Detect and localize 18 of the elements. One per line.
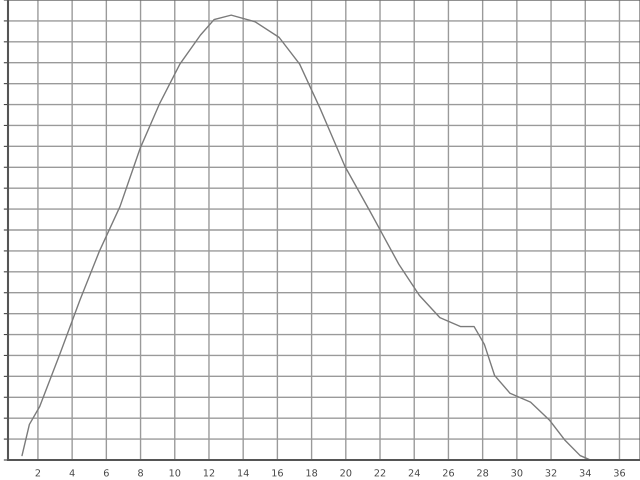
x-tick-label: 6 <box>104 469 109 477</box>
x-tick-label: 10 <box>170 469 180 477</box>
x-tick-label: 30 <box>511 469 522 477</box>
x-tick-label: 16 <box>272 469 283 477</box>
x-tick-label: 32 <box>546 469 556 477</box>
x-tick-label: 2 <box>36 469 40 476</box>
x-tick-label: 18 <box>306 469 318 477</box>
x-tick-label: 8 <box>138 469 143 477</box>
x-tick-label: 4 <box>70 469 75 476</box>
x-tick-label: 26 <box>442 469 454 477</box>
x-tick-label: 34 <box>580 469 591 477</box>
x-tick-label: 22 <box>374 469 386 476</box>
x-tick-label: 24 <box>408 469 420 476</box>
x-tick-label: 36 <box>614 469 626 477</box>
x-tick-label: 14 <box>238 469 249 476</box>
x-tick-label: 28 <box>477 469 488 477</box>
x-tick-label: 12 <box>204 469 214 476</box>
x-tick-label: 20 <box>340 469 352 477</box>
